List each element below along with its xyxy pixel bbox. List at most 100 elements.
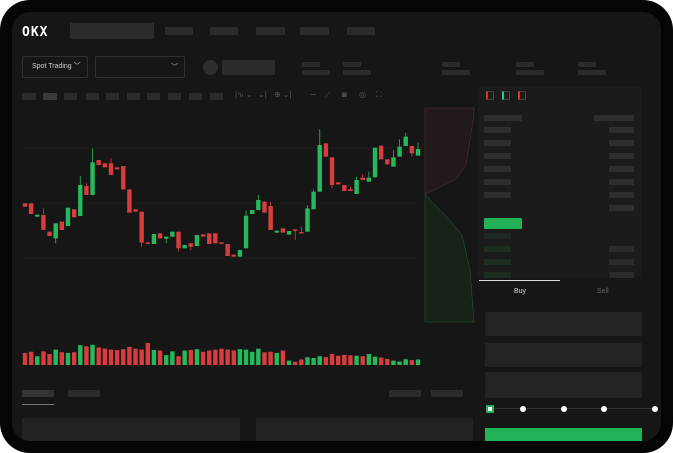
candlestick-chart[interactable] [12,12,661,441]
settings-icon[interactable]: ◎ [359,90,366,99]
indicator-icon[interactable]: ⌄| [258,90,267,99]
candle-body [207,233,212,244]
ask-price [484,153,511,159]
candle-style-icon[interactable]: |∿ ⌄ [235,90,253,99]
timeframe-button[interactable] [64,93,77,100]
candle-body [157,233,163,239]
nav-item[interactable] [347,27,375,35]
timeframe-button[interactable] [168,93,181,100]
price-input[interactable] [485,312,642,336]
candle-body [329,157,335,185]
camera-icon[interactable]: ◙ [342,90,347,99]
volume-bar [372,356,378,365]
candle-body [71,209,77,218]
timeframe-button[interactable] [106,93,119,100]
stat-label [578,62,596,67]
ruler-icon[interactable]: ⟋ [325,90,331,99]
volume-bar [213,349,218,365]
total-input[interactable] [485,372,642,398]
bottom-action[interactable] [389,390,421,397]
pair-name [222,60,275,75]
stat-label [442,62,460,67]
candle-body [354,180,359,194]
timeframe-button[interactable] [147,93,160,100]
volume-bar [145,343,151,365]
volume-bar [139,349,144,365]
trade-tabs: Buy Sell [479,280,645,302]
stat-value [578,70,606,75]
pair-dropdown[interactable]: ﹀ [95,56,185,78]
bid-price [484,246,511,252]
ask-price [484,140,511,146]
volume-bar [108,349,114,365]
candle-body [342,185,347,191]
candle-body [213,233,218,244]
tab-sell[interactable]: Sell [597,288,609,295]
amount-slider-track[interactable] [489,408,655,409]
timeframe-button[interactable] [22,93,36,100]
compare-icon[interactable]: ⊕ ⌄| [274,90,292,99]
bottom-tab[interactable] [68,390,100,397]
timeframe-button[interactable] [127,93,140,100]
slider-step[interactable] [652,406,658,412]
candle-body [415,149,421,156]
book-asks-icon[interactable] [518,91,526,100]
nav-item[interactable] [210,27,238,35]
trading-screen: OKX Spot Trading ﹀ ﹀ |∿ ⌄ ⌄| ⊕ ⌄| ∼ ⟋ ◙ … [12,12,661,441]
buy-button[interactable] [485,428,642,441]
slider-handle[interactable] [486,405,494,413]
candle-body [317,145,322,192]
amount-input[interactable] [485,343,642,367]
candle-body [348,189,353,191]
book-both-icon[interactable] [486,91,494,100]
ask-price [484,127,511,133]
okx-logo[interactable]: OKX [22,25,49,40]
line-tool-icon[interactable]: ∼ [310,90,317,99]
fullscreen-icon[interactable]: ⛶ [376,90,382,99]
nav-item[interactable] [300,27,329,35]
volume-bar [305,357,310,365]
nav-item[interactable] [256,27,285,35]
timeframe-button[interactable] [43,93,57,100]
slider-step[interactable] [520,406,526,412]
bottom-action[interactable] [431,390,463,397]
volume-bar [268,351,273,365]
slider-step[interactable] [601,406,607,412]
asset-card [22,418,240,441]
spot-trading-selector[interactable]: Spot Trading ﹀ [22,56,88,78]
slider-step[interactable] [561,406,567,412]
timeframe-button[interactable] [86,93,99,100]
bid-amount [609,272,634,278]
candle-body [41,215,46,230]
candle-body [268,206,273,230]
book-bids-icon[interactable] [502,91,510,100]
ask-amount [609,127,634,133]
volume-bar [225,349,230,365]
candle-body [243,215,249,249]
volume-bar [219,348,224,365]
candle-body [133,209,138,212]
volume-bar [366,354,372,365]
timeframe-button[interactable] [189,93,202,100]
volume-bar [409,360,415,365]
candle-body [219,242,224,244]
volume-bar [71,352,77,365]
candle-body [231,254,236,257]
nav-item[interactable] [165,27,193,35]
search-bar[interactable] [70,23,154,39]
depth-asks-area [424,107,475,194]
volume-bar [53,349,58,365]
volume-bar [96,347,101,365]
tab-buy[interactable]: Buy [514,288,527,295]
candle-body [114,167,120,170]
candle-body [78,185,83,216]
ask-amount [609,153,634,159]
bottom-tab-active[interactable] [22,390,54,397]
candle-body [65,207,71,226]
candle-body [145,242,151,244]
candle-body [22,203,28,207]
timeframe-button[interactable] [210,93,223,100]
candle-body [28,203,34,214]
last-price[interactable] [484,218,522,229]
candle-body [391,157,396,167]
